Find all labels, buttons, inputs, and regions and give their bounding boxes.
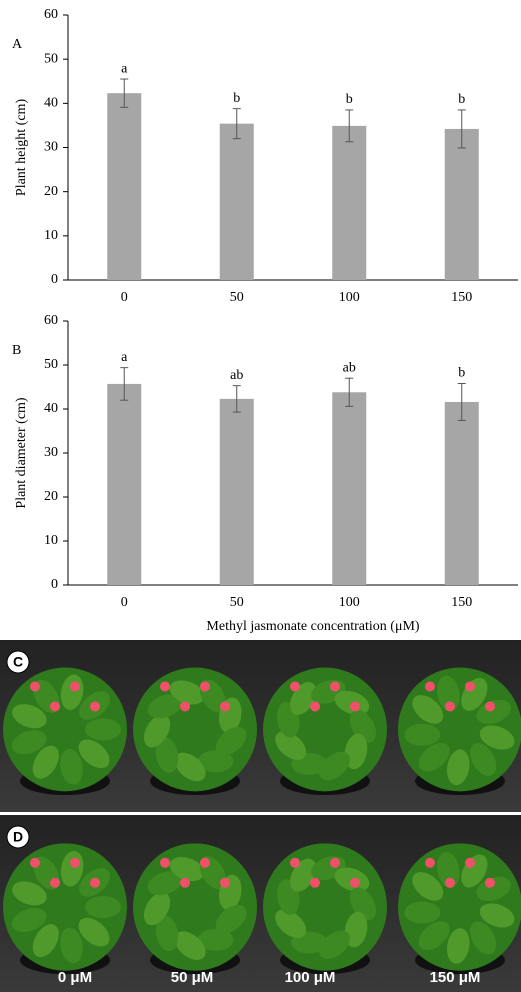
panel-label: A [12, 37, 23, 52]
y-tick-label: 50 [44, 51, 58, 66]
leaf [85, 718, 121, 740]
bar [107, 93, 141, 280]
bar [445, 129, 479, 280]
flower [310, 878, 320, 888]
leaf [404, 724, 440, 746]
flower [220, 878, 230, 888]
flower [465, 681, 475, 691]
y-tick-label: 40 [44, 401, 58, 416]
y-tick-label: 0 [51, 272, 58, 287]
significance-label: a [121, 350, 128, 365]
flower [425, 858, 435, 868]
bar [445, 402, 479, 585]
y-tick-label: 40 [44, 96, 58, 111]
y-tick-label: 20 [44, 489, 58, 504]
x-tick-label: 0 [121, 595, 128, 610]
bar [107, 384, 141, 585]
flower [350, 878, 360, 888]
significance-label: b [346, 92, 353, 107]
flower [50, 878, 60, 888]
photo-caption: 100 μM [285, 969, 336, 986]
x-tick-label: 50 [230, 290, 244, 305]
flower [290, 681, 300, 691]
flower [90, 701, 100, 711]
flower [90, 878, 100, 888]
x-tick-label: 50 [230, 595, 244, 610]
significance-label: ab [230, 368, 243, 383]
flower [465, 858, 475, 868]
bar [332, 126, 366, 280]
figure: A0102030405060Plant height (cm)a0b50b100… [0, 0, 521, 992]
significance-label: b [233, 91, 240, 106]
bar [332, 392, 366, 585]
flower [220, 701, 230, 711]
flower [160, 858, 170, 868]
leaf [85, 896, 121, 918]
x-tick-label: 100 [339, 290, 360, 305]
flower [330, 858, 340, 868]
flower [485, 878, 495, 888]
photo-caption: 50 μM [171, 969, 214, 986]
x-tick-label: 150 [451, 595, 472, 610]
x-tick-label: 0 [121, 290, 128, 305]
y-tick-label: 30 [44, 445, 58, 460]
x-tick-label: 150 [451, 290, 472, 305]
flower [180, 878, 190, 888]
panel-label: D [13, 829, 23, 845]
flower [445, 701, 455, 711]
significance-label: b [458, 366, 465, 381]
y-tick-label: 20 [44, 184, 58, 199]
flower [70, 681, 80, 691]
flower [30, 858, 40, 868]
photo-caption: 150 μM [430, 969, 481, 986]
flower [200, 858, 210, 868]
y-tick-label: 10 [44, 533, 58, 548]
photo-caption: 0 μM [58, 969, 92, 986]
flower [350, 701, 360, 711]
y-tick-label: 60 [44, 7, 58, 22]
flower [160, 681, 170, 691]
panel-label: C [13, 654, 23, 670]
y-tick-label: 30 [44, 140, 58, 155]
y-axis-title: Plant diameter (cm) [14, 397, 29, 509]
flower [330, 681, 340, 691]
y-axis-title: Plant height (cm) [14, 99, 29, 197]
y-tick-label: 10 [44, 228, 58, 243]
flower [70, 858, 80, 868]
y-tick-label: 60 [44, 313, 58, 328]
flower [50, 701, 60, 711]
flower [485, 701, 495, 711]
flower [425, 681, 435, 691]
significance-label: ab [343, 360, 356, 375]
bar [220, 399, 254, 585]
flower [310, 701, 320, 711]
significance-label: a [121, 61, 128, 76]
flower [290, 858, 300, 868]
flower [180, 701, 190, 711]
y-tick-label: 50 [44, 357, 58, 372]
bar [220, 124, 254, 280]
flower [200, 681, 210, 691]
y-tick-label: 0 [51, 577, 58, 592]
x-tick-label: 100 [339, 595, 360, 610]
leaf [404, 902, 440, 924]
significance-label: b [458, 92, 465, 107]
flower [30, 681, 40, 691]
panel-label: B [12, 343, 21, 358]
x-axis-title: Methyl jasmonate concentration (μM) [206, 619, 420, 634]
flower [445, 878, 455, 888]
